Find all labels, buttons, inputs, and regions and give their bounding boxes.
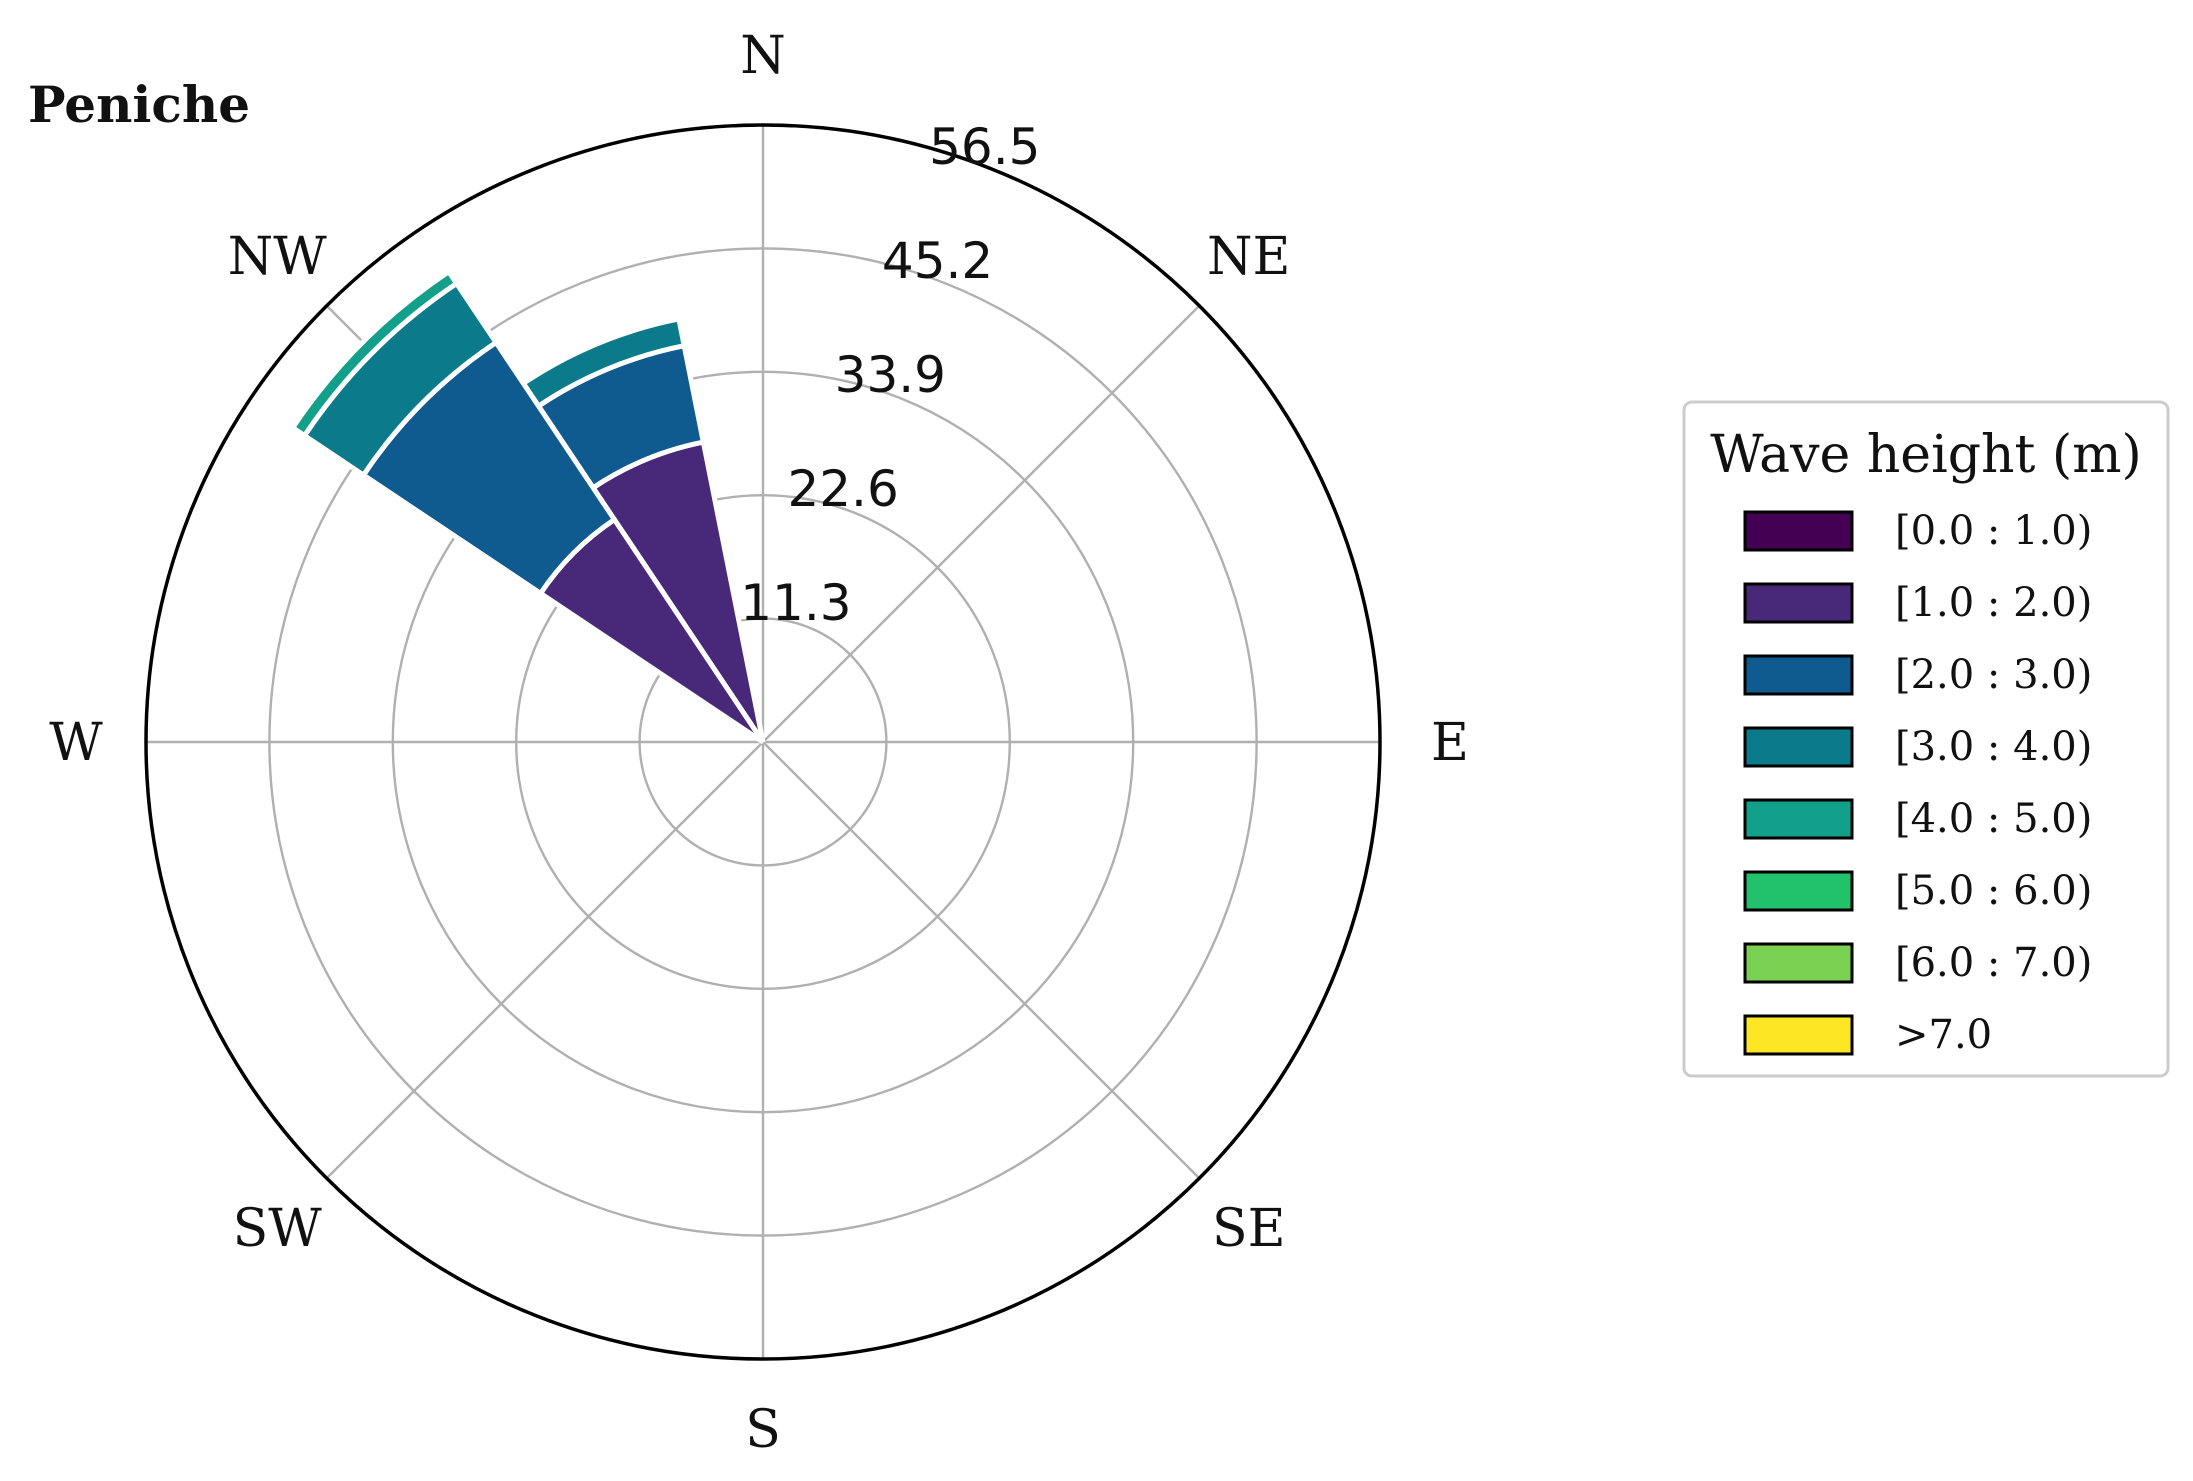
legend: Wave height (m) [0.0 : 1.0) [1.0 : 2.0) [2… bbox=[1682, 400, 2170, 1078]
radial-tick-label: 22.6 bbox=[787, 460, 898, 518]
legend-label: [1.0 : 2.0) bbox=[1895, 580, 2092, 626]
direction-label: NW bbox=[228, 227, 328, 287]
legend-title: Wave height (m) bbox=[1710, 425, 2142, 485]
legend-label: [3.0 : 4.0) bbox=[1895, 724, 2092, 770]
legend-swatch bbox=[1743, 510, 1854, 552]
legend-label: [5.0 : 6.0) bbox=[1895, 868, 2092, 914]
legend-swatch bbox=[1743, 798, 1854, 840]
polar-frame bbox=[144, 123, 1382, 1361]
legend-label: [0.0 : 1.0) bbox=[1895, 508, 2092, 554]
radial-tick-label: 11.3 bbox=[740, 574, 851, 632]
legend-swatch bbox=[1743, 582, 1854, 624]
grid-spoke bbox=[762, 304, 1201, 743]
radial-tick-label: 56.5 bbox=[929, 118, 1040, 176]
legend-swatch bbox=[1743, 726, 1854, 768]
radial-tick-label: 33.9 bbox=[835, 346, 946, 404]
legend-label: [6.0 : 7.0) bbox=[1895, 940, 2092, 986]
legend-swatch bbox=[1743, 1014, 1854, 1056]
legend-items: [0.0 : 1.0) [1.0 : 2.0) [2.0 : 3.0) [3.0 : … bbox=[1743, 508, 2092, 1058]
direction-label: SW bbox=[233, 1199, 323, 1259]
direction-label: N bbox=[740, 26, 786, 86]
grid-spoke bbox=[325, 741, 764, 1180]
legend-label: [4.0 : 5.0) bbox=[1895, 796, 2092, 842]
radial-tick-labels: 11.3 22.6 33.9 45.2 56.5 bbox=[740, 118, 1040, 632]
direction-labels: N NE E SE S SW W NW bbox=[49, 26, 1469, 1460]
legend-swatch bbox=[1743, 942, 1854, 984]
direction-label: SE bbox=[1212, 1199, 1286, 1259]
chart-title: Peniche bbox=[28, 75, 250, 134]
legend-swatch bbox=[1743, 654, 1854, 696]
direction-label: E bbox=[1431, 713, 1469, 773]
legend-label: >7.0 bbox=[1895, 1012, 1992, 1058]
grid-spoke bbox=[762, 741, 1201, 1180]
direction-label: S bbox=[745, 1400, 781, 1460]
radial-tick-label: 45.2 bbox=[882, 232, 993, 290]
legend-label: [2.0 : 3.0) bbox=[1895, 652, 2092, 698]
rose-bar-segment bbox=[289, 268, 461, 440]
legend-swatch bbox=[1743, 870, 1854, 912]
rose-bar-segment bbox=[519, 315, 688, 410]
wind-rose-sectors bbox=[289, 268, 766, 745]
direction-label: W bbox=[49, 713, 103, 773]
direction-label: NE bbox=[1207, 227, 1290, 287]
